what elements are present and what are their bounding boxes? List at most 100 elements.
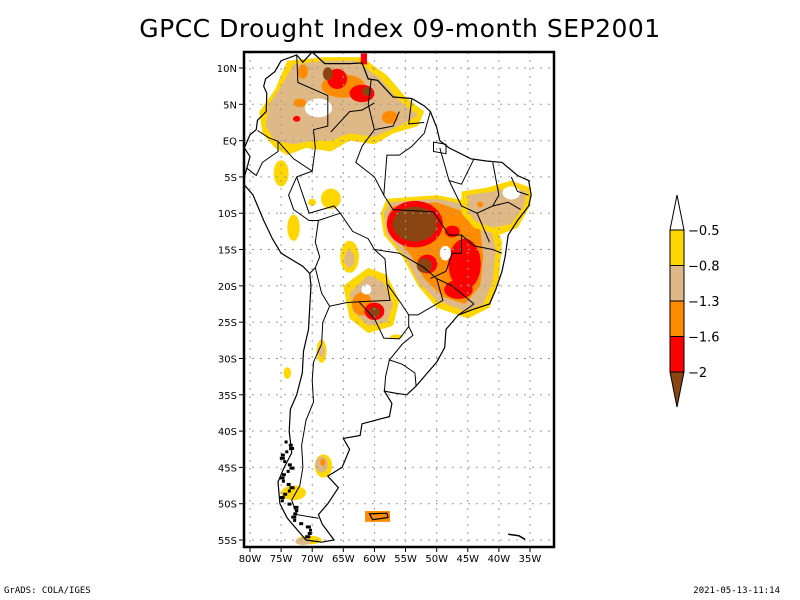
x-tick-label: 55W (394, 554, 417, 565)
y-tick-label: 5N (223, 100, 237, 111)
drought-area-orange (297, 64, 308, 79)
y-tick-label: 20S (218, 282, 237, 293)
colorbar-segment (669, 265, 685, 302)
country-border (277, 140, 321, 274)
country-border (439, 147, 475, 185)
drought-area-red (292, 115, 301, 122)
y-tick-label: EQ (223, 137, 237, 148)
fjord-coast (305, 535, 311, 539)
drought-gap (304, 98, 333, 118)
fjord-coast (293, 518, 297, 522)
x-tick-label: 65W (332, 554, 355, 565)
y-axis: 10N 5N EQ 5S 10S 15S 20S 25S 30S 35S 40S 45S 50S 55S (217, 64, 244, 547)
x-tick-label: 60W (363, 554, 386, 565)
fjord-coast (283, 492, 288, 496)
colorbar-label: −0.5 (688, 224, 720, 239)
country-border (408, 278, 444, 316)
drought-area-tan (295, 537, 311, 546)
y-tick-label: 15S (218, 246, 237, 257)
x-tick-label: 75W (270, 554, 293, 565)
drought-area-yellow (320, 188, 341, 209)
colorbar: −0.5 −0.8 −1.3 −1.6 −2 (669, 194, 720, 408)
drought-gap (439, 245, 451, 261)
fjord-coast (279, 456, 285, 460)
country-border (296, 176, 341, 214)
falkland-islands (368, 512, 389, 521)
drought-area-extreme (392, 206, 438, 242)
drought-area-red (444, 280, 473, 299)
fjord-coast (279, 496, 285, 500)
drought-area-orange (477, 201, 484, 208)
country-border (458, 303, 475, 316)
y-tick-label: 25S (218, 318, 237, 329)
fjord-coast (307, 531, 312, 535)
colorbar-label: −0.8 (688, 260, 720, 275)
plot-frame (242, 50, 556, 549)
fjord-coast (279, 476, 285, 480)
drought-area-tan (265, 60, 418, 145)
colorbar-label: −1.3 (688, 295, 720, 310)
footer-timestamp: 2021-05-13-11:14 (693, 586, 780, 596)
x-tick-label: 45W (456, 554, 479, 565)
y-tick-label: 55S (218, 536, 237, 547)
fjord-coast (289, 486, 295, 490)
drought-area-tan (318, 345, 325, 358)
y-tick-label: 5S (224, 173, 237, 184)
drought-area-extreme (322, 67, 333, 81)
country-border (355, 129, 385, 196)
country-border (492, 201, 521, 211)
fjord-coast (291, 515, 297, 519)
country-border (291, 306, 331, 519)
colorbar-segment (669, 300, 685, 337)
colorbar-segment (669, 336, 685, 373)
drought-area-red (448, 238, 481, 290)
fjord-coast (284, 440, 288, 444)
country-border (510, 176, 529, 196)
colorbar-arrow-bottom (669, 371, 685, 408)
drought-gap (361, 284, 372, 295)
y-tick-label: 10S (218, 209, 237, 220)
south-georgia-island (508, 533, 526, 540)
y-tick-label: 10N (217, 64, 237, 75)
country-border (448, 162, 500, 214)
country-border (330, 102, 375, 133)
fjord-coast (286, 469, 290, 473)
drought-area-orange (293, 98, 306, 108)
x-tick-label: 35W (519, 554, 542, 565)
marajo-island (433, 141, 447, 155)
fjord-coast (289, 447, 295, 451)
continent-coastline (244, 52, 532, 543)
fjord-coast (295, 509, 299, 513)
drought-area-yellow (281, 485, 306, 501)
x-tick-label: 80W (239, 554, 262, 565)
country-border (393, 209, 462, 280)
y-tick-label: 45S (218, 463, 237, 474)
drought-area-yellow (389, 334, 403, 339)
fjord-coast (281, 473, 286, 477)
y-tick-label: 30S (218, 354, 237, 365)
country-border (296, 54, 329, 172)
drought-area-yellow (308, 198, 316, 206)
fjord-coast (287, 463, 292, 467)
chart-title: GPCC Drought Index 09-month SEP2001 (139, 14, 661, 43)
country-border (383, 359, 417, 392)
fjord-coast (308, 528, 312, 532)
x-tick-label: 70W (301, 554, 324, 565)
country-border (389, 326, 414, 361)
fjord-coast (287, 489, 291, 493)
country-border (408, 98, 425, 125)
fjord-coast (293, 505, 299, 509)
footer-credit: GrADS: COLA/IGES (4, 586, 91, 596)
x-tick-label: 40W (488, 554, 511, 565)
fjord-coast (288, 443, 293, 447)
drought-area-extreme (368, 306, 381, 318)
country-border (374, 249, 475, 305)
x-tick-label: 50W (425, 554, 448, 565)
drought-area-orange (381, 110, 399, 124)
fjord-coast (299, 522, 304, 526)
drought-area-tan (344, 250, 355, 268)
fjord-coast (293, 512, 298, 516)
drought-area-red (360, 53, 367, 65)
fjord-coast (287, 502, 292, 506)
colorbar-segment (669, 229, 685, 266)
